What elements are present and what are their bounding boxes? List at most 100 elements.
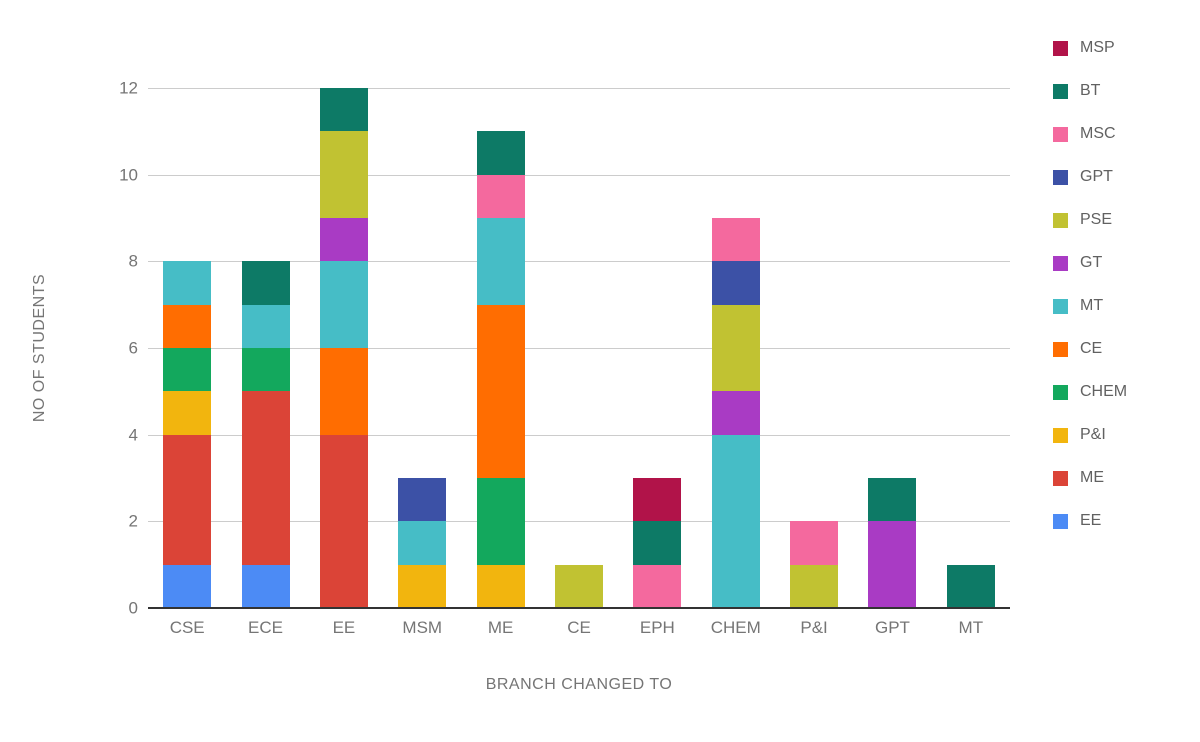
legend-item-CHEM: CHEM	[1053, 380, 1127, 404]
legend-item-MSC: MSC	[1053, 122, 1127, 146]
x-tick-label: GPT	[874, 618, 910, 637]
bar-segment-CHEM	[476, 478, 525, 565]
legend-item-GT: GT	[1053, 251, 1127, 275]
bar-segment-GPT	[711, 261, 760, 305]
legend-label: ME	[1080, 469, 1104, 486]
bar-segment-MSC	[476, 174, 525, 218]
bar-segment-P&I	[398, 564, 447, 608]
bar-segment-MT	[163, 261, 212, 305]
bar-segment-BT	[476, 131, 525, 175]
legend-swatch-icon	[1053, 255, 1068, 271]
legend-swatch-icon	[1053, 513, 1068, 529]
gridline	[148, 88, 1010, 89]
legend-label: MSC	[1080, 125, 1116, 142]
legend-swatch-icon	[1053, 384, 1068, 400]
legend-label: CHEM	[1080, 383, 1128, 400]
legend-label: PSE	[1080, 211, 1113, 228]
legend-item-ME: ME	[1053, 466, 1127, 490]
bar-segment-MT	[319, 261, 368, 348]
legend-item-CE: CE	[1053, 337, 1127, 361]
legend: MSP BT MSC GPT PSE GT MT CE CHEM P&I ME EE	[1053, 36, 1127, 533]
bar-segment-GT	[868, 521, 917, 608]
y-axis: 0 2 4 6 8 10 12	[88, 80, 138, 617]
bar-segment-PSE	[790, 564, 839, 608]
x-axis-line	[148, 607, 1010, 609]
legend-swatch-icon	[1053, 83, 1068, 99]
x-tick-label: ECE	[248, 618, 284, 637]
legend-swatch-icon	[1053, 169, 1068, 185]
y-tick-label: 4	[128, 425, 138, 445]
bar-segment-P&I	[476, 564, 525, 608]
x-tick-label: EE	[332, 618, 356, 637]
legend-item-GPT: GPT	[1053, 165, 1127, 189]
x-tick-label: EPH	[639, 618, 675, 637]
legend-label: MT	[1080, 297, 1104, 314]
bar-P&I	[790, 88, 839, 608]
bar-segment-MSP	[633, 478, 682, 522]
x-tick-label: MSM	[402, 618, 443, 637]
bar-segment-BT	[633, 521, 682, 565]
bar-segment-CE	[319, 348, 368, 435]
plot-area	[148, 88, 1010, 609]
bar-segment-BT	[946, 564, 995, 608]
bar-segment-CHEM	[163, 348, 212, 392]
legend-swatch-icon	[1053, 298, 1068, 314]
bar-EE	[319, 88, 368, 608]
bar-CSE	[163, 88, 212, 608]
legend-label: GPT	[1080, 168, 1113, 185]
legend-label: CE	[1080, 340, 1103, 357]
x-tick-label: CHEM	[710, 618, 761, 637]
legend-swatch-icon	[1053, 126, 1068, 142]
bar-CHEM	[711, 88, 760, 608]
bar-segment-GPT	[398, 478, 447, 522]
legend-label: MSP	[1080, 39, 1115, 56]
y-tick-label: 0	[128, 598, 138, 618]
bar-segment-MSC	[633, 564, 682, 608]
gridline	[148, 434, 1010, 436]
legend-item-EE: EE	[1053, 509, 1127, 533]
bar-MSM	[398, 88, 447, 608]
legend-label: BT	[1080, 82, 1101, 99]
bar-segment-P&I	[163, 391, 212, 435]
bar-segment-PSE	[319, 131, 368, 218]
bar-EPH	[633, 88, 682, 608]
bar-segment-BT	[868, 478, 917, 522]
gridline	[148, 174, 1010, 176]
bar-segment-ME	[319, 434, 368, 608]
gridline	[148, 521, 1010, 523]
bar-segment-CE	[163, 304, 212, 348]
x-tick-label: MT	[958, 618, 984, 637]
bar-segment-MT	[241, 304, 290, 348]
legend-item-MSP: MSP	[1053, 36, 1127, 60]
bar-segment-ME	[163, 434, 212, 565]
gridline	[148, 348, 1010, 349]
bar-segment-EE	[163, 564, 212, 608]
bar-MT	[946, 88, 995, 608]
gridline	[148, 261, 1010, 263]
y-tick-label: 12	[119, 78, 138, 98]
bar-segment-EE	[241, 564, 290, 608]
legend-swatch-icon	[1053, 427, 1068, 443]
bar-segment-PSE	[711, 304, 760, 392]
bar-segment-GT	[711, 391, 760, 435]
legend-swatch-icon	[1053, 212, 1068, 228]
x-axis-title: BRANCH CHANGED TO	[485, 676, 673, 693]
y-tick-label: 6	[128, 338, 138, 358]
legend-item-P&I: P&I	[1053, 423, 1127, 447]
bar-segment-CE	[476, 304, 525, 478]
bar-segment-GT	[319, 218, 368, 262]
bar-segment-MT	[476, 218, 525, 305]
legend-item-BT: BT	[1053, 79, 1127, 103]
y-tick-label: 10	[119, 165, 138, 185]
legend-item-PSE: PSE	[1053, 208, 1127, 232]
bar-segment-BT	[319, 88, 368, 132]
bar-ECE	[241, 88, 290, 608]
legend-label: P&I	[1080, 426, 1106, 443]
bar-segment-MT	[398, 521, 447, 565]
y-axis-title: NO OF STUDENTS	[31, 273, 48, 423]
x-tick-label: ME	[487, 618, 514, 637]
bar-segment-PSE	[555, 564, 603, 608]
x-tick-label: CSE	[169, 618, 205, 637]
bar-segment-ME	[241, 391, 290, 565]
bar-segment-MT	[711, 434, 760, 608]
